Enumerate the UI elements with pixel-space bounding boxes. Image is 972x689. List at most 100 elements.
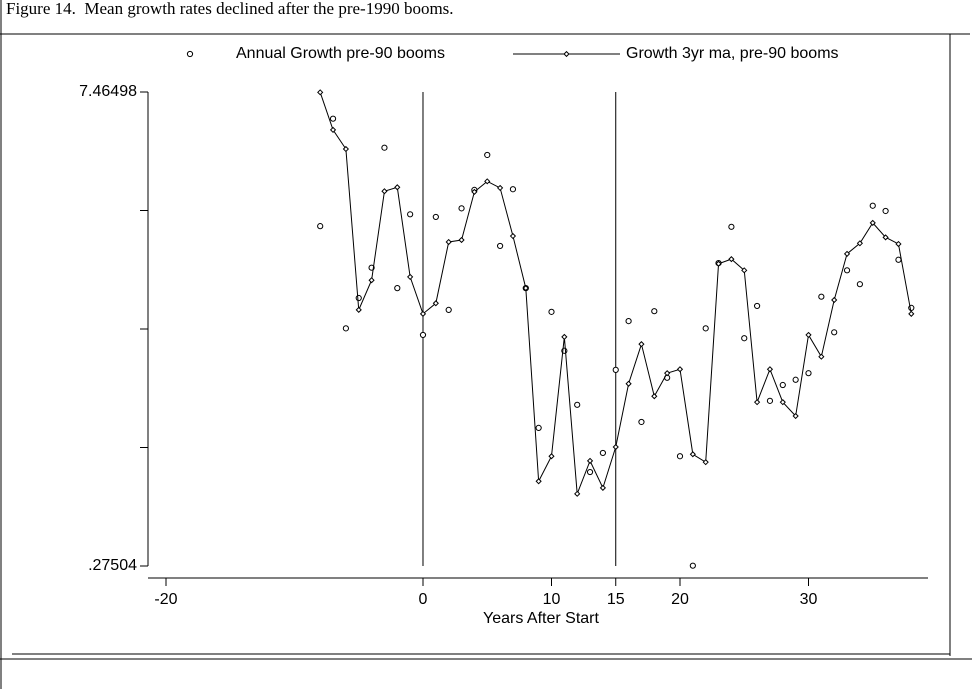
- marker: [882, 234, 889, 241]
- marker: [342, 145, 349, 153]
- marker: [728, 256, 735, 263]
- x-tick-label: 15: [607, 591, 625, 608]
- marker: [471, 188, 478, 195]
- point: [355, 294, 362, 302]
- point: [689, 562, 696, 569]
- point: [548, 308, 555, 315]
- point: [317, 223, 324, 230]
- point: [432, 213, 439, 221]
- point: [484, 151, 491, 159]
- point: [394, 285, 401, 292]
- x-tick-label: 30: [800, 591, 818, 608]
- marker: [509, 232, 517, 240]
- marker: [535, 478, 542, 485]
- marker: [766, 366, 774, 373]
- marker: [548, 453, 555, 460]
- marker: [895, 240, 902, 248]
- marker: [702, 459, 709, 466]
- marker: [856, 240, 864, 247]
- point: [741, 335, 748, 342]
- marker: [368, 277, 375, 284]
- marker: [664, 370, 671, 377]
- marker: [381, 188, 388, 195]
- marker: [574, 490, 581, 497]
- marker: [329, 126, 337, 134]
- point: [856, 281, 863, 288]
- marker: [715, 260, 722, 267]
- legend-label: Growth 3yr ma, pre-90 booms: [626, 45, 839, 62]
- point: [818, 293, 825, 300]
- point: [702, 325, 709, 332]
- point: [882, 207, 889, 215]
- marker: [445, 238, 452, 246]
- x-tick-label: 10: [543, 591, 561, 608]
- point: [419, 331, 427, 339]
- marker: [676, 366, 684, 373]
- y-tick-label: .27504: [88, 557, 137, 574]
- marker: [753, 399, 761, 406]
- point: [574, 401, 581, 408]
- marker: [651, 393, 658, 400]
- marker: [394, 184, 401, 191]
- point: [753, 302, 761, 310]
- marker: [496, 184, 504, 192]
- point: [766, 397, 774, 404]
- x-tick-label: 0: [419, 591, 428, 608]
- point: [599, 449, 606, 457]
- marker: [355, 306, 362, 313]
- marker: [908, 310, 915, 317]
- point: [342, 325, 349, 332]
- point: [458, 205, 465, 212]
- point: [651, 308, 658, 315]
- marker: [689, 451, 696, 458]
- point: [792, 376, 799, 383]
- point: [625, 317, 632, 325]
- point: [638, 418, 645, 426]
- marker: [792, 412, 799, 420]
- marker: [625, 380, 632, 387]
- point: [728, 223, 735, 230]
- marker: [586, 457, 594, 464]
- point: [831, 329, 838, 336]
- x-tick-label: -20: [154, 591, 177, 608]
- point: [843, 267, 851, 274]
- legend-marker: [186, 50, 194, 58]
- x-tick-label: 20: [671, 591, 689, 608]
- marker: [407, 273, 414, 281]
- point: [779, 381, 786, 389]
- marker: [831, 296, 838, 304]
- marker: [419, 310, 427, 317]
- marker: [458, 236, 465, 244]
- marker: [843, 250, 851, 257]
- point: [869, 202, 876, 209]
- marker: [432, 300, 439, 307]
- marker: [561, 333, 568, 341]
- point: [381, 144, 388, 151]
- marker: [741, 267, 748, 274]
- marker: [638, 341, 645, 348]
- y-tick-label: 7.46498: [79, 83, 137, 100]
- point: [612, 366, 619, 373]
- point: [509, 186, 517, 193]
- marker: [779, 399, 786, 406]
- marker: [599, 484, 607, 491]
- marker: [522, 285, 529, 292]
- point: [535, 424, 542, 431]
- point: [445, 306, 452, 313]
- marker: [612, 443, 619, 451]
- point: [407, 211, 414, 218]
- marker: [869, 219, 876, 226]
- legend-marker: [563, 50, 570, 58]
- x-axis-title: Years After Start: [483, 610, 599, 627]
- point: [676, 453, 684, 460]
- marker: [818, 353, 825, 360]
- point: [805, 370, 812, 377]
- marker: [484, 178, 491, 185]
- point: [586, 468, 594, 476]
- point: [329, 115, 337, 122]
- point: [895, 256, 902, 263]
- point: [496, 242, 504, 250]
